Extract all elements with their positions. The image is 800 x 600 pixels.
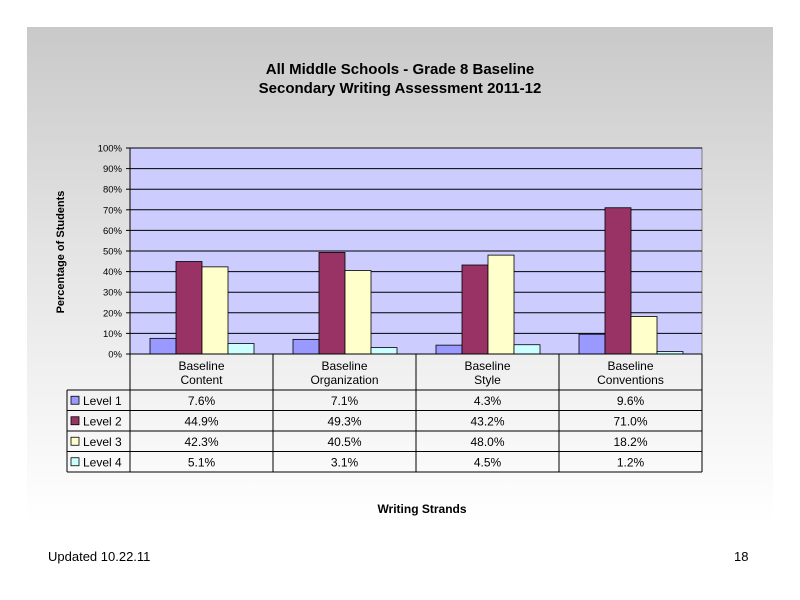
legend-label: Level 1 — [83, 394, 122, 408]
legend-key — [70, 436, 80, 446]
chart-title-line-2: Secondary Writing Assessment 2011-12 — [258, 80, 542, 97]
data-label: 48.0% — [470, 435, 504, 449]
page-number: 18 — [734, 549, 749, 564]
data-label: 49.3% — [327, 414, 361, 428]
legend-label: Level 2 — [83, 414, 122, 428]
legend-key — [70, 457, 80, 467]
category-label: Baseline — [464, 359, 510, 373]
bar-level-1 — [149, 337, 177, 355]
bar-level-3 — [487, 254, 515, 355]
data-label: 42.3% — [184, 435, 218, 449]
category-label: Baseline — [321, 359, 367, 373]
y-tick-label: 100% — [98, 144, 123, 155]
data-label: 71.0% — [613, 414, 647, 428]
legend-label: Level 3 — [83, 435, 122, 449]
updated-date: Updated 10.22.11 — [48, 549, 151, 564]
data-label: 4.3% — [474, 394, 502, 408]
legend-key — [70, 416, 80, 426]
bar-level-3 — [630, 316, 658, 355]
bar-level-4 — [513, 344, 541, 355]
legend-key — [70, 395, 80, 405]
chart-title: All Middle Schools - Grade 8 Baseline Se… — [27, 60, 773, 98]
data-label: 5.1% — [188, 455, 216, 469]
data-label: 3.1% — [331, 455, 359, 469]
y-tick-label: 60% — [103, 226, 123, 237]
category-label: Organization — [310, 373, 378, 387]
bar-level-1 — [292, 338, 320, 355]
bar-level-4 — [370, 347, 398, 355]
bar-level-4 — [227, 343, 255, 355]
y-tick-label: 40% — [103, 267, 123, 278]
category-label: Baseline — [178, 359, 224, 373]
bar-level-2 — [604, 207, 632, 355]
y-tick-label: 30% — [103, 288, 123, 299]
legend-label: Level 4 — [83, 455, 122, 469]
y-tick-label: 50% — [103, 247, 123, 258]
data-label: 40.5% — [327, 435, 361, 449]
data-label: 43.2% — [470, 414, 504, 428]
bar-level-2 — [461, 264, 489, 355]
chart-title-line-1: All Middle Schools - Grade 8 Baseline — [265, 61, 535, 78]
category-label: Conventions — [597, 373, 664, 387]
data-label: 7.1% — [331, 394, 359, 408]
bar-level-1 — [435, 344, 463, 355]
y-tick-label: 20% — [103, 308, 123, 319]
data-label: 4.5% — [474, 455, 502, 469]
y-tick-label: 70% — [103, 205, 123, 216]
y-tick-label: 80% — [103, 185, 123, 196]
y-tick-label: 0% — [108, 350, 122, 361]
y-tick-label: 10% — [103, 329, 123, 340]
data-label: 1.2% — [617, 455, 645, 469]
bar-level-3 — [344, 270, 372, 355]
data-label: 44.9% — [184, 414, 218, 428]
y-tick-label: 90% — [103, 164, 123, 175]
bar-level-3 — [201, 266, 229, 355]
category-label: Baseline — [607, 359, 653, 373]
data-label: 9.6% — [617, 394, 645, 408]
data-label: 18.2% — [613, 435, 647, 449]
data-label: 7.6% — [188, 394, 216, 408]
bar-level-1 — [578, 333, 606, 355]
x-axis-label: Writing Strands — [377, 502, 467, 516]
bar-level-2 — [318, 252, 346, 355]
category-label: Style — [474, 373, 501, 387]
bar-level-2 — [175, 261, 203, 355]
category-label: Content — [180, 373, 223, 387]
